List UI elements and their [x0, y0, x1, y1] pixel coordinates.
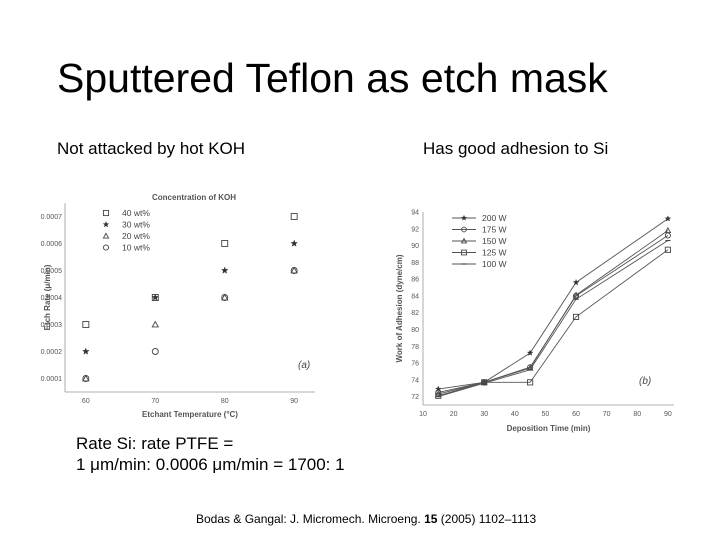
chart-b-x-tick-30: 30 — [480, 411, 488, 418]
chart-b-point-0-3 — [572, 278, 580, 286]
chart-a-y-tick-0.0002: 0.0002 — [41, 349, 63, 356]
chart-a-legend-label-0: 40 wt% — [122, 208, 150, 218]
chart-b-panel-label: (b) — [639, 376, 651, 387]
chart-a-title: Concentration of KOH — [152, 193, 236, 202]
chart-a-point-3-2 — [221, 294, 229, 301]
chart-b-legend-marker-2 — [460, 237, 468, 244]
chart-a-point-1-0 — [82, 347, 90, 355]
chart-b-point-0-2 — [526, 349, 534, 356]
chart-a-y-tick-0.0004: 0.0004 — [41, 295, 63, 302]
rate-line-1: Rate Si: rate PTFE = — [76, 434, 234, 453]
chart-b-y-tick-84: 84 — [411, 293, 419, 300]
chart-b-x-tick-10: 10 — [419, 411, 427, 418]
chart-a-point-1-3 — [290, 239, 298, 247]
chart-a-legend-marker-3 — [102, 244, 110, 251]
chart-a-y-label: Etch Rate (μ/min) — [43, 264, 52, 330]
chart-b-point-0-4 — [664, 215, 672, 222]
chart-a-point-0-2 — [221, 240, 229, 247]
chart-b-x-tick-80: 80 — [633, 411, 641, 418]
chart-a-point-0-3 — [290, 213, 298, 220]
chart-a-point-1-1 — [151, 293, 160, 301]
chart-a-y-tick-0.0001: 0.0001 — [41, 376, 63, 383]
chart-b-legend-label-4: 100 W — [482, 259, 507, 269]
chart-b-y-tick-78: 78 — [411, 344, 419, 351]
chart-a-y-tick-0.0005: 0.0005 — [41, 268, 63, 275]
chart-b-y-tick-76: 76 — [411, 361, 419, 368]
chart-b-line-1 — [438, 235, 669, 393]
chart-b-legend-label-3: 125 W — [482, 248, 507, 258]
chart-b-y-tick-90: 90 — [411, 243, 419, 250]
chart-a-point-1-2 — [220, 266, 229, 274]
chart-b-x-tick-50: 50 — [542, 411, 550, 418]
chart-b-x-tick-60: 60 — [572, 411, 580, 418]
chart-b-x-tick-70: 70 — [603, 411, 611, 418]
citation-volume: 15 — [424, 512, 438, 526]
chart-a-x-label: Etchant Temperature (°C) — [142, 410, 238, 419]
chart-a-legend-marker-2 — [102, 232, 110, 239]
chart-a-legend-label-1: 30 wt% — [122, 220, 150, 230]
chart-b-y-label: Work of Adhesion (dyne/cm) — [395, 254, 404, 362]
slide-title: Sputtered Teflon as etch mask — [57, 55, 608, 101]
chart-b-y-tick-94: 94 — [411, 210, 419, 217]
chart-a-point-3-3 — [290, 267, 298, 274]
chart-a-point-2-1 — [151, 320, 160, 328]
chart-a-legend-label-3: 10 wt% — [122, 243, 150, 253]
chart-a-point-2-2 — [220, 293, 229, 301]
chart-b-legend-marker-3 — [461, 249, 467, 256]
chart-a-point-3-0 — [82, 375, 90, 382]
adhesion-caption: Has good adhesion to Si — [423, 139, 609, 158]
chart-a-panel-label: (a) — [298, 360, 310, 371]
chart-a-x-tick-80: 80 — [221, 398, 229, 405]
chart-b-legend-marker-0 — [460, 214, 468, 221]
chart-b-point-2-3 — [572, 291, 580, 298]
chart-b-point-3-2 — [527, 379, 534, 386]
chart-b-x-tick-90: 90 — [664, 411, 672, 418]
chart-b-legend-label-1: 175 W — [482, 225, 507, 235]
chart-b-y-tick-72: 72 — [411, 394, 419, 401]
work-of-adhesion-chart: 10 20 30 40 50 60 70 80 90 72 74 76 78 80 82 84 86 88 90 92… — [395, 210, 674, 433]
chart-b-point-1-0 — [435, 389, 442, 396]
chart-b-y-tick-86: 86 — [411, 277, 419, 284]
chart-b-x-tick-20: 20 — [450, 411, 458, 418]
citation: Bodas & Gangal: J. Micromech. Microeng. … — [196, 512, 536, 526]
chart-a-legend-label-2: 20 wt% — [122, 231, 150, 241]
chart-b-line-3 — [438, 249, 669, 397]
chart-b-legend-label-2: 150 W — [482, 236, 507, 246]
chart-a-y-tick-0.0006: 0.0006 — [41, 241, 63, 248]
chart-b-y-tick-80: 80 — [411, 327, 419, 334]
chart-a-x-tick-70: 70 — [151, 398, 159, 405]
chart-b-y-tick-92: 92 — [411, 226, 419, 233]
citation-suffix: (2005) 1102–1113 — [437, 512, 537, 526]
chart-a-point-2-3 — [290, 266, 298, 274]
chart-a-x-tick-90: 90 — [290, 398, 298, 405]
chart-a-y-tick-0.0003: 0.0003 — [41, 322, 63, 329]
chart-b-point-2-4 — [664, 226, 672, 233]
chart-b-legend-label-0: 200 W — [482, 213, 507, 223]
rate-line-2: 1 μm/min: 0.0006 μm/min = 1700: 1 — [76, 455, 345, 474]
chart-a-y-tick-0.0007: 0.0007 — [41, 214, 63, 221]
koh-etch-rate-chart: Concentration of KOH 60 70 80 90 0.0001 0.0002… — [41, 193, 315, 419]
chart-b-x-label: Deposition Time (min) — [507, 424, 591, 433]
koh-caption: Not attacked by hot KOH — [57, 139, 246, 158]
chart-b-legend-marker-1 — [461, 226, 467, 233]
chart-a-point-0-0 — [82, 321, 90, 328]
chart-b-y-tick-88: 88 — [411, 260, 419, 267]
chart-a-legend-marker-1 — [102, 220, 110, 228]
chart-b-point-3-4 — [664, 246, 671, 253]
chart-b-y-tick-82: 82 — [411, 310, 419, 317]
chart-a-x-tick-60: 60 — [82, 398, 90, 405]
chart-b-line-2 — [438, 230, 669, 395]
chart-b-x-tick-40: 40 — [511, 411, 519, 418]
chart-b-point-3-3 — [572, 313, 580, 320]
chart-a-legend-marker-0 — [102, 209, 110, 217]
chart-a-point-2-0 — [82, 374, 90, 382]
chart-b-y-tick-74: 74 — [411, 377, 419, 384]
rate-ratio: Rate Si: rate PTFE = 1 μm/min: 0.0006 μm… — [76, 433, 345, 475]
citation-prefix: Bodas & Gangal: J. Micromech. Microeng. — [196, 512, 425, 526]
chart-b-line-0 — [438, 218, 669, 390]
chart-a-point-3-1 — [151, 348, 159, 355]
